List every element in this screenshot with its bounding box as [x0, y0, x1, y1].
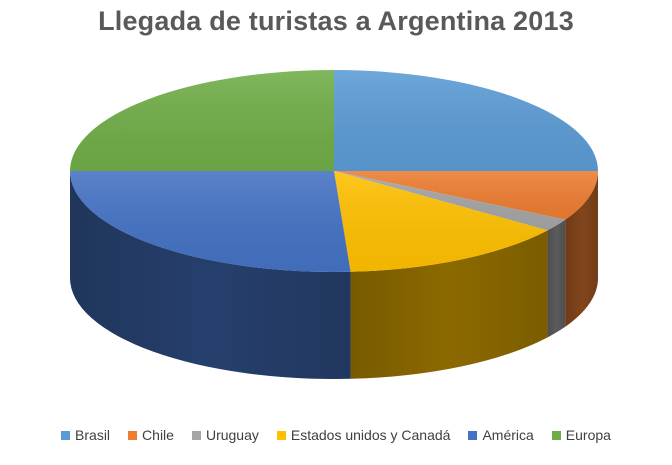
pie-tops — [70, 70, 598, 272]
pie-slice-shade-chile — [334, 171, 598, 220]
pie-side-shade-uruguay — [547, 219, 566, 338]
pie-side-shade-chile — [565, 171, 598, 327]
legend-swatch — [276, 430, 286, 440]
pie-side-shade-america — [70, 171, 351, 379]
chart-title: Llegada de turistas a Argentina 2013 — [98, 6, 574, 36]
legend-label: Europa — [565, 427, 611, 443]
legend-item-america: América — [468, 427, 534, 443]
legend-item-brasil: Brasil — [61, 427, 110, 443]
legend-label: Uruguay — [205, 427, 259, 443]
pie-sides — [70, 171, 598, 379]
legend-item-chile: Chile — [128, 427, 174, 443]
legend-swatch — [191, 430, 201, 440]
legend-label: Brasil — [75, 427, 111, 443]
legend-swatch — [551, 430, 561, 440]
pie-slice-shade-uruguay — [334, 171, 566, 231]
legend-label: Chile — [142, 427, 174, 443]
legend-swatch — [468, 430, 478, 440]
pie-slice-shade-america — [70, 171, 351, 272]
pie-slice-shade-europa — [70, 70, 334, 171]
legend-item-estados-unidos-y-canada: Estados unidos y Canadá — [276, 427, 451, 443]
pie-side-shade-estados-unidos-y-canada — [350, 230, 548, 379]
legend-item-europa: Europa — [551, 427, 611, 443]
pie-slice-shade-brasil — [334, 70, 598, 171]
pie-slice-shade-estados-unidos-y-canada — [334, 171, 548, 272]
legend-swatch — [61, 430, 71, 440]
legend-label: América — [482, 427, 534, 443]
legend-item-uruguay: Uruguay — [191, 427, 259, 443]
legend-label: Estados unidos y Canadá — [290, 427, 451, 443]
legend-swatch — [128, 430, 138, 440]
legend: Brasil Chile Uruguay Estados unidos y Canad… — [0, 427, 672, 443]
